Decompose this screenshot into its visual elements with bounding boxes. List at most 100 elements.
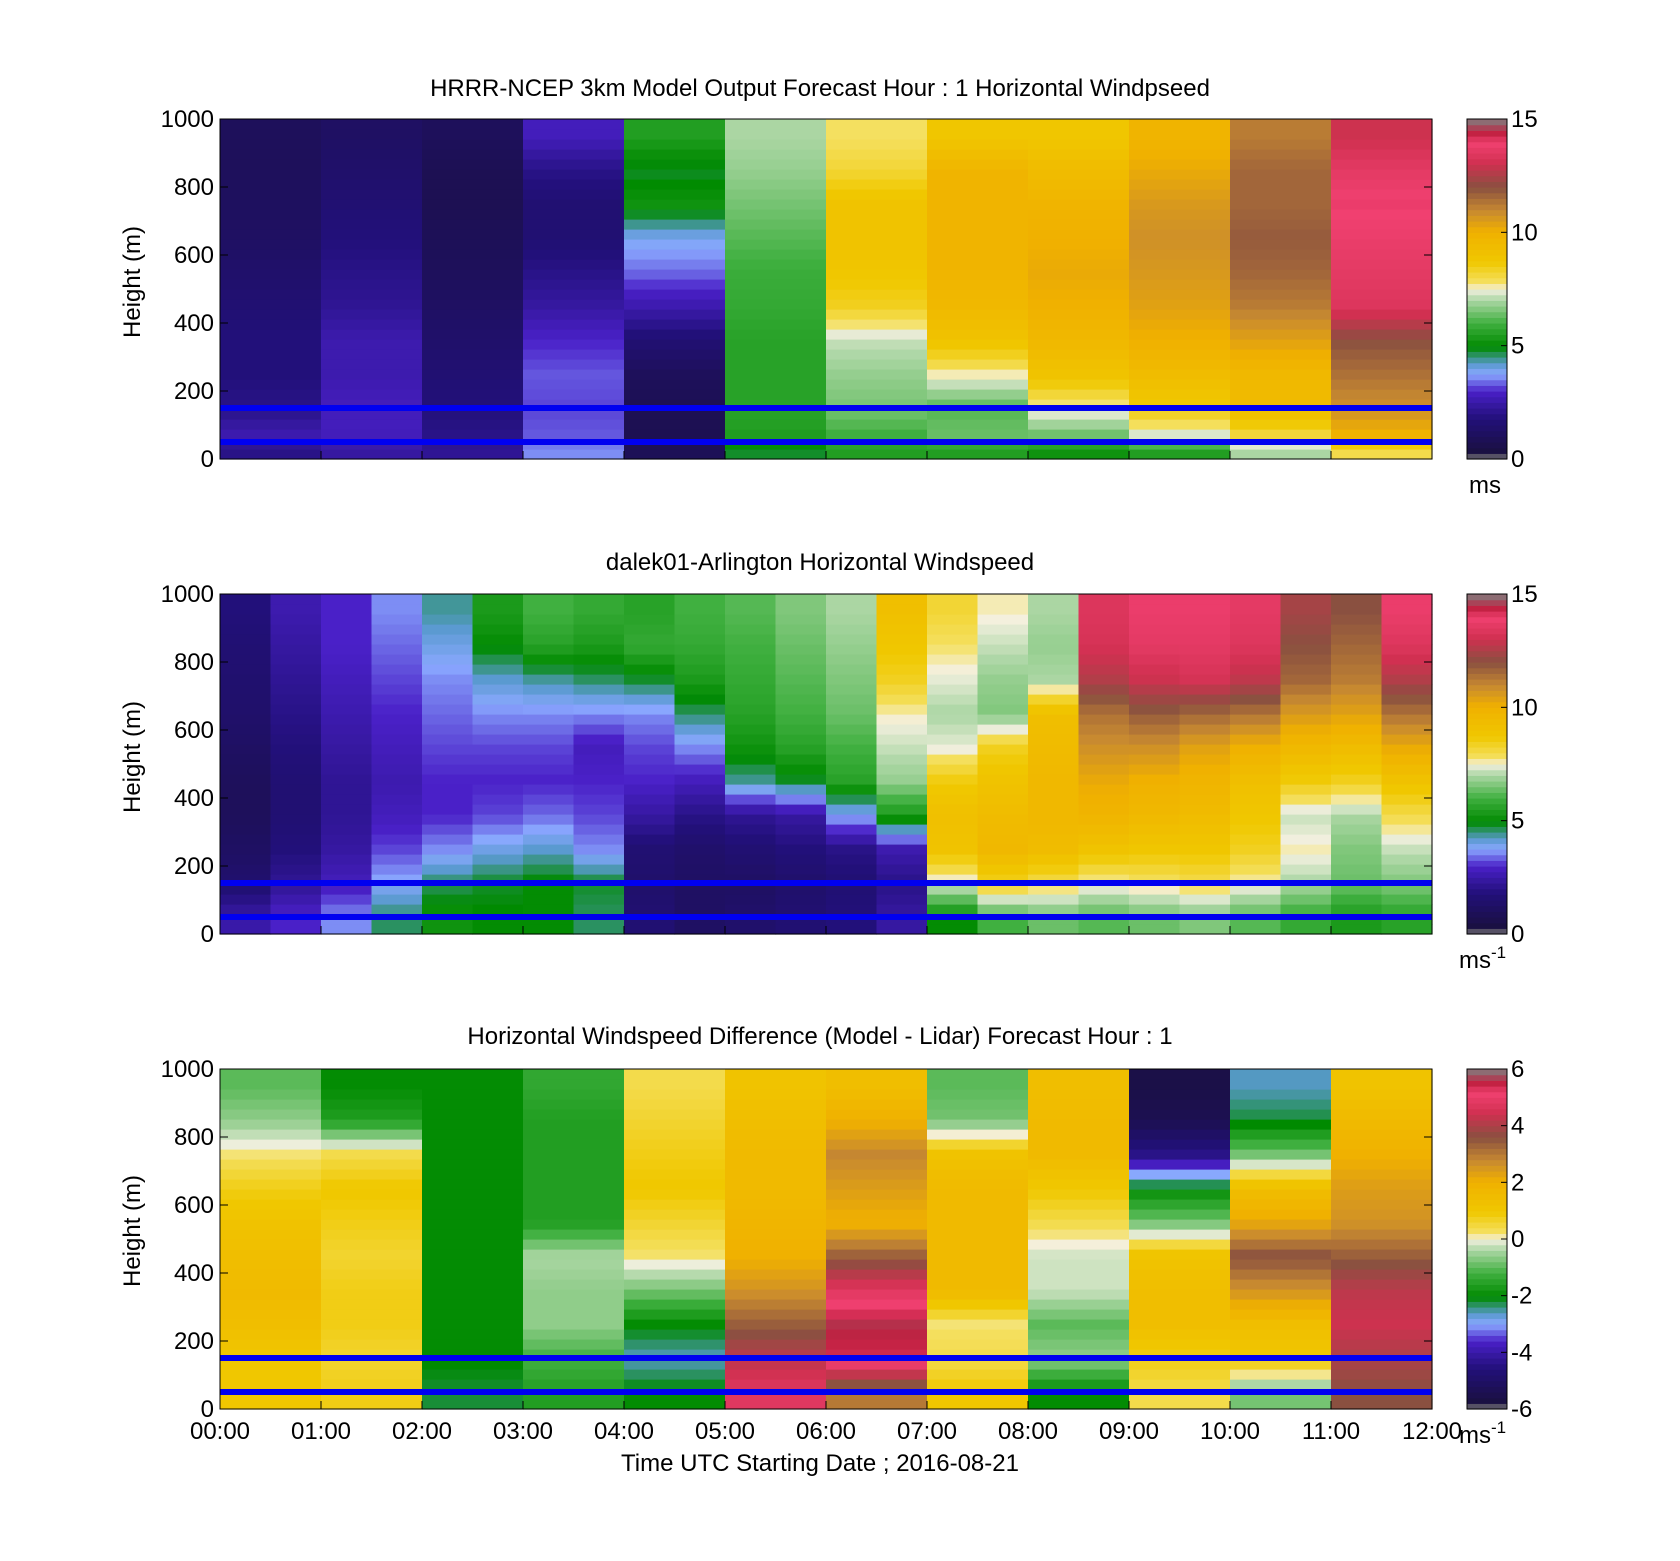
heatmap-cell [1129,419,1231,430]
heatmap-cell [270,674,322,685]
heatmap-cell [1028,844,1080,855]
heatmap-cell [725,269,827,280]
heatmap-cell [1381,614,1433,625]
colorbar-segment [1467,1080,1507,1087]
heatmap-cell [876,644,928,655]
colorbar-segment [1467,215,1507,222]
heatmap-cell [270,884,322,895]
colorbar-segment [1467,843,1507,850]
heatmap-cell [1028,1259,1130,1270]
heatmap-cell [1028,1209,1130,1220]
colorbar-segment [1467,1284,1507,1291]
heatmap-cell [977,724,1029,735]
colorbar-segment [1467,866,1507,873]
heatmap-cell [422,1329,524,1340]
heatmap-cell [624,744,676,755]
heatmap-cell [725,399,827,410]
heatmap-cell [927,644,979,655]
heatmap-cell [1179,674,1231,685]
heatmap-cell [422,1209,524,1220]
heatmap-cell [1280,704,1332,715]
heatmap-cell [725,874,777,885]
heatmap-cell [826,409,928,420]
heatmap-cell [826,1319,928,1330]
heatmap-cell [422,449,524,460]
heatmap-cell [876,874,928,885]
heatmap-cell [1028,834,1080,845]
heatmap-cell [270,854,322,865]
heatmap-cell [523,1069,625,1080]
heatmap-cell [725,1149,827,1160]
heatmap-cell [775,784,827,795]
heatmap-cell [1331,744,1383,755]
heatmap-cell [1331,1279,1433,1290]
heatmap-cell [1331,419,1433,430]
heatmap-cell [927,684,979,695]
heatmap-cell [1230,1299,1332,1310]
heatmap-cell [422,774,474,785]
heatmap-cell [1331,1349,1433,1360]
heatmap-cell [1381,604,1433,615]
heatmap-cell [321,894,373,905]
heatmap-cell [321,1149,423,1160]
heatmap-cell [927,654,979,665]
heatmap-cell [472,874,524,885]
heatmap-cell [826,269,928,280]
colorbar-segment [1467,1216,1507,1223]
heatmap-cell [422,814,474,825]
heatmap-cell [422,834,474,845]
heatmap-cell [624,854,676,865]
heatmap-cell [1028,199,1130,210]
colorbar-segment [1467,696,1507,703]
colorbar-segment [1467,266,1507,273]
heatmap-cell [1179,874,1231,885]
heatmap-cell [927,844,979,855]
heatmap-cell [220,634,272,645]
colorbar-segment [1467,1386,1507,1393]
colorbar-segment [1467,673,1507,680]
heatmap-cell [624,844,676,855]
heatmap-cell [1280,884,1332,895]
heatmap-cell [927,159,1029,170]
heatmap-cell [725,824,777,835]
heatmap-cell [624,1229,726,1240]
heatmap-cell [1028,924,1080,935]
heatmap-cell [523,774,575,785]
y-tick-label: 800 [174,649,214,676]
colorbar-segment [1467,226,1507,233]
heatmap-cell [1028,299,1130,310]
heatmap-cell [725,1299,827,1310]
heatmap-cell [826,904,878,915]
heatmap-cell [826,1089,928,1100]
heatmap-cell [321,429,423,440]
heatmap-cell [927,299,1029,310]
heatmap-cell [422,784,474,795]
heatmap-cell [220,1119,322,1130]
heatmap-cell [523,169,625,180]
y-tick-label: 200 [174,853,214,880]
heatmap-cell [1280,744,1332,755]
heatmap-cell [371,764,423,775]
heatmap-cell [422,409,524,420]
heatmap-cell [624,1169,726,1180]
heatmap-cell [1331,409,1433,420]
heatmap-cell [725,1209,827,1220]
heatmap-cell [523,1309,625,1320]
heatmap-cell [371,824,423,835]
heatmap-cell [523,704,575,715]
x-tick-label: 04:00 [594,1418,654,1445]
heatmap-cell [321,259,423,270]
heatmap-cell [1331,884,1383,895]
heatmap-cell [472,634,524,645]
heatmap-cell [977,714,1029,725]
heatmap-cell [725,449,827,460]
heatmap-cell [624,279,726,290]
heatmap-cell [220,1219,322,1230]
heatmap-cell [775,874,827,885]
heatmap-cell [1230,319,1332,330]
heatmap-cell [1331,1249,1433,1260]
colorbar-segment [1467,888,1507,895]
heatmap-cell [1331,684,1383,695]
heatmap-cell [523,1139,625,1150]
heatmap-cell [775,884,827,895]
